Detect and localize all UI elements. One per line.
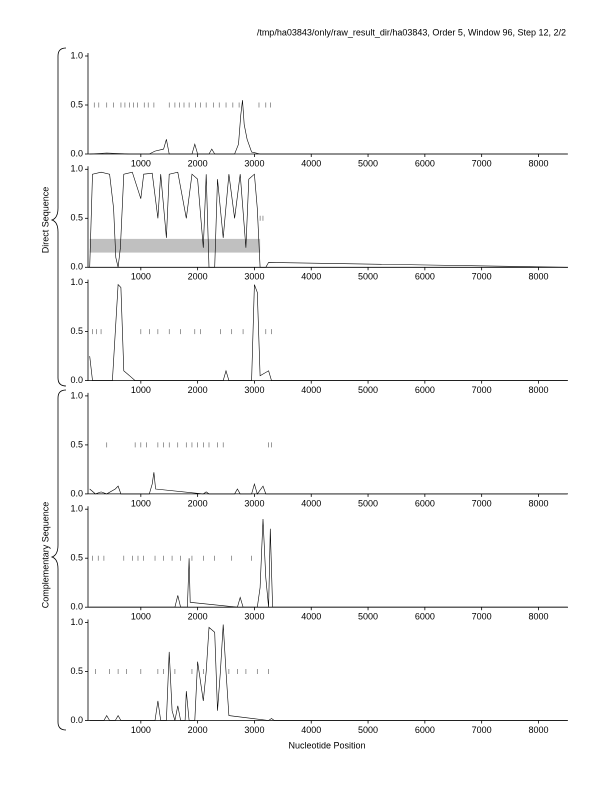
x-tick-label: 5000: [358, 725, 378, 735]
y-tick-label: 0.0: [70, 715, 83, 725]
x-tick-label: 1000: [131, 385, 151, 395]
x-tick-label: 6000: [415, 612, 435, 622]
x-tick-label: 1000: [131, 272, 151, 282]
probability-line: [89, 624, 567, 721]
x-tick-label: 4000: [301, 612, 321, 622]
y-tick-label: 1.0: [70, 617, 83, 627]
probability-line: [89, 100, 567, 155]
y-tick-label: 0.5: [70, 666, 83, 676]
brace: [50, 389, 67, 731]
x-tick-label: 4000: [301, 158, 321, 168]
x-tick-label: 7000: [472, 612, 492, 622]
y-tick-label: 1.0: [70, 504, 83, 514]
header: /tmp/ha03843/only/raw_result_dir/ha03843…: [257, 27, 566, 37]
x-tick-label: 8000: [528, 612, 548, 622]
x-tick-label: 7000: [472, 725, 492, 735]
x-tick-label: 8000: [528, 725, 548, 735]
x-tick-label: 7000: [472, 498, 492, 508]
x-tick-label: 5000: [358, 158, 378, 168]
probability-line: [89, 171, 567, 268]
y-tick-label: 0.5: [70, 99, 83, 109]
x-tick-label: 2000: [188, 158, 208, 168]
x-tick-label: 6000: [415, 498, 435, 508]
probability-line: [89, 472, 567, 495]
x-tick-label: 2000: [188, 612, 208, 622]
y-tick-label: 1.0: [70, 50, 83, 60]
x-tick-label: 8000: [528, 158, 548, 168]
x-tick-label: 5000: [358, 498, 378, 508]
x-tick-label: 4000: [301, 385, 321, 395]
x-tick-label: 3000: [244, 725, 264, 735]
x-tick-label: 2000: [188, 272, 208, 282]
x-tick-label: 8000: [528, 272, 548, 282]
y-tick-label: 1.0: [70, 164, 83, 174]
x-tick-label: 1000: [131, 158, 151, 168]
x-tick-label: 5000: [358, 272, 378, 282]
x-tick-label: 2000: [188, 385, 208, 395]
x-tick-label: 3000: [244, 498, 264, 508]
x-tick-label: 2000: [188, 498, 208, 508]
x-tick-label: 3000: [244, 612, 264, 622]
y-tick-label: 0.0: [70, 262, 83, 272]
y-tick-label: 0.0: [70, 602, 83, 612]
brace: [50, 47, 67, 387]
x-tick-label: 1000: [131, 498, 151, 508]
y-tick-label: 0.0: [70, 148, 83, 158]
y-tick-label: 0.5: [70, 326, 83, 336]
y-tick-label: 0.0: [70, 375, 83, 385]
x-tick-label: 7000: [472, 158, 492, 168]
x-tick-label: 6000: [415, 158, 435, 168]
x-tick-label: 3000: [244, 272, 264, 282]
y-tick-label: 1.0: [70, 390, 83, 400]
x-tick-label: 4000: [301, 725, 321, 735]
y-tick-label: 0.5: [70, 439, 83, 449]
x-tick-label: 6000: [415, 725, 435, 735]
x-tick-label: 6000: [415, 272, 435, 282]
y-tick-label: 0.0: [70, 488, 83, 498]
x-tick-label: 1000: [131, 612, 151, 622]
x-tick-label: 3000: [244, 385, 264, 395]
group-label: Direct Sequence: [40, 187, 50, 254]
probability-line: [89, 283, 567, 381]
x-tick-label: 7000: [472, 272, 492, 282]
x-tick-label: 7000: [472, 385, 492, 395]
highlight-region: [89, 238, 261, 253]
x-tick-label: 5000: [358, 612, 378, 622]
y-tick-label: 1.0: [70, 277, 83, 287]
x-tick-label: 2000: [188, 725, 208, 735]
x-axis-label: Nucleotide Position: [288, 740, 365, 750]
x-tick-label: 6000: [415, 385, 435, 395]
x-tick-label: 8000: [528, 498, 548, 508]
x-tick-label: 4000: [301, 272, 321, 282]
x-tick-label: 5000: [358, 385, 378, 395]
y-tick-label: 0.5: [70, 213, 83, 223]
x-tick-label: 4000: [301, 498, 321, 508]
probability-line: [89, 518, 567, 608]
x-tick-label: 1000: [131, 725, 151, 735]
x-tick-label: 3000: [244, 158, 264, 168]
group-label: Complementary Sequence: [40, 502, 50, 609]
y-tick-label: 0.5: [70, 553, 83, 563]
x-tick-label: 8000: [528, 385, 548, 395]
